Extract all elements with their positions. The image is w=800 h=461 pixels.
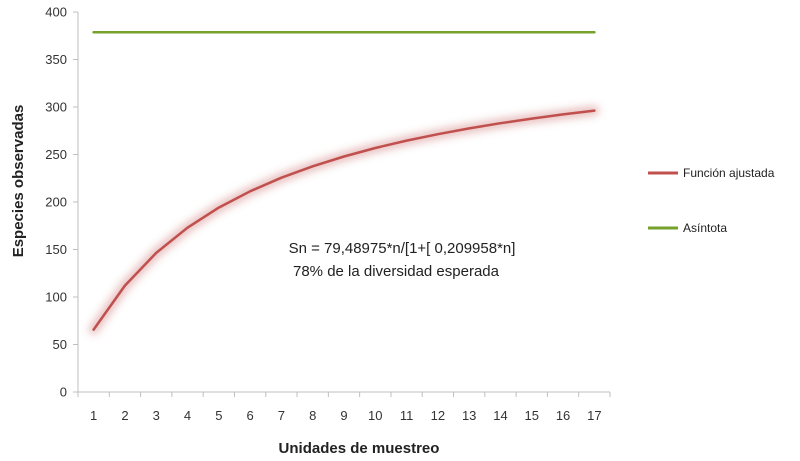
series-glow-funcion-ajustada (88, 105, 600, 335)
x-tick-label: 1 (90, 408, 97, 423)
y-tick-label: 200 (45, 195, 67, 210)
x-tick-label: 5 (215, 408, 222, 423)
x-tick-label: 2 (121, 408, 128, 423)
y-tick-label: 150 (45, 242, 67, 257)
x-tick-label: 11 (400, 408, 414, 423)
x-tick-label: 17 (587, 408, 601, 423)
y-tick-label: 350 (45, 52, 67, 67)
x-tick-label: 6 (247, 408, 254, 423)
annotation-formula: Sn = 79,48975*n/[1+[ 0,209958*n] (289, 240, 516, 257)
y-tick-label: 300 (45, 100, 67, 115)
legend-item-funcion-ajustada: Función ajustada (648, 166, 775, 180)
legend-label-asintota: Asíntota (683, 221, 727, 235)
y-ticks: 0 50 100 150 200 250 300 350 400 (45, 5, 78, 400)
x-tick-label: 14 (493, 408, 507, 423)
x-tick-label: 16 (556, 408, 570, 423)
y-tick-label: 50 (53, 337, 67, 352)
legend-label-funcion-ajustada: Función ajustada (683, 166, 775, 180)
y-tick-label: 250 (45, 147, 67, 162)
series-line-funcion-ajustada (92, 109, 596, 331)
legend-item-asintota: Asíntota (648, 221, 727, 235)
x-tick-label: 13 (462, 408, 476, 423)
annotation-percent: 78% de la diversidad esperada (293, 263, 500, 280)
y-tick-label: 400 (45, 5, 67, 20)
annotation: Sn = 79,48975*n/[1+[ 0,209958*n] 78% de … (289, 240, 516, 280)
x-ticks: 1 2 3 4 5 6 7 8 9 10 11 12 13 14 15 16 17 (77, 392, 611, 423)
y-tick-label: 0 (60, 385, 67, 400)
x-axis-title: Unidades de muestreo (279, 440, 440, 457)
legend: Función ajustada Asíntota (648, 166, 775, 235)
x-tick-label: 15 (525, 408, 539, 423)
x-tick-label: 12 (431, 408, 445, 423)
y-axis-title: Especies observadas (10, 105, 27, 258)
y-tick-label: 100 (45, 290, 67, 305)
x-tick-label: 3 (153, 408, 160, 423)
x-tick-label: 10 (368, 408, 382, 423)
x-tick-label: 7 (278, 408, 285, 423)
x-tick-label: 9 (340, 408, 347, 423)
x-tick-label: 4 (184, 408, 191, 423)
series-layer (88, 28, 600, 335)
x-tick-label: 8 (309, 408, 316, 423)
